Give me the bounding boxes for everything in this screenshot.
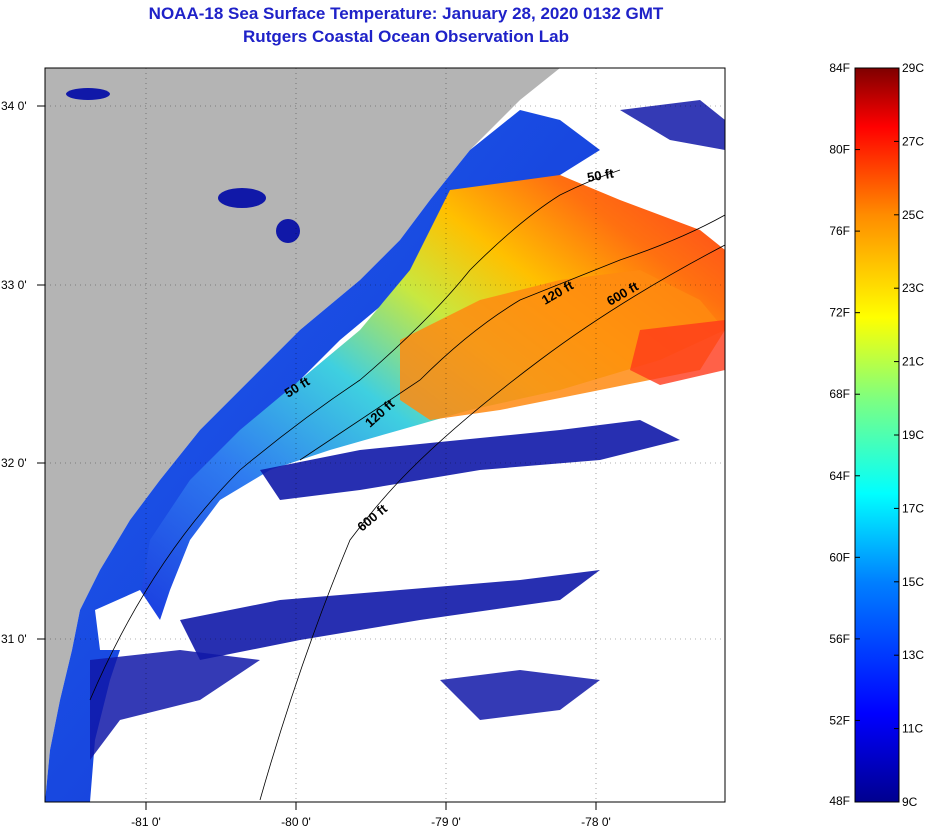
hot-streak xyxy=(630,320,725,385)
graticule xyxy=(45,68,725,802)
cloud-patch xyxy=(300,460,725,570)
colorbar-f-label: 64F xyxy=(829,469,850,483)
lon-tick-label: -78 0' xyxy=(581,815,611,829)
colorbar-f-label: 76F xyxy=(829,224,850,238)
lon-tick-label: -81 0' xyxy=(131,815,161,829)
cool-band xyxy=(620,100,725,150)
land-area xyxy=(45,68,560,802)
colorbar-f-label: 56F xyxy=(829,632,850,646)
inland-water xyxy=(276,219,300,243)
colorbar-c-label: 11C xyxy=(902,722,923,736)
lat-tick-label: 33 0' xyxy=(1,278,27,292)
colorbar-celsius-labels: 29C 27C 25C 23C 21C 19C 17C 15C 13C 11C 9C xyxy=(902,61,924,809)
colorbar-c-label: 15C xyxy=(902,575,924,589)
colorbar-c-label: 9C xyxy=(902,795,918,809)
colorbar xyxy=(854,67,900,803)
lat-tick-label: 31 0' xyxy=(1,632,27,646)
colorbar-c-label: 21C xyxy=(902,355,924,369)
inland-water xyxy=(218,188,266,208)
inland-water xyxy=(66,88,110,100)
colorbar-c-label: 23C xyxy=(902,281,924,295)
cool-band xyxy=(90,650,260,760)
colorbar-f-label: 60F xyxy=(829,550,850,564)
contour-120ft xyxy=(299,214,725,461)
contour-50ft xyxy=(89,169,621,701)
colorbar-c-label: 13C xyxy=(902,648,924,662)
cool-band xyxy=(180,570,600,660)
cool-band xyxy=(260,420,680,500)
contour-600ft xyxy=(259,244,725,801)
hot-core xyxy=(400,270,725,420)
map-frame xyxy=(44,67,726,803)
lat-tick-label: 32 0' xyxy=(1,456,27,470)
colorbar-ticks xyxy=(855,67,899,803)
colorbar-c-label: 19C xyxy=(902,428,924,442)
colorbar-f-label: 52F xyxy=(829,713,850,727)
lon-tick-label: -79 0' xyxy=(431,815,461,829)
cool-band xyxy=(440,670,600,720)
colorbar-c-label: 17C xyxy=(902,501,924,515)
cloud-patch xyxy=(95,590,160,650)
colorbar-c-label: 29C xyxy=(902,61,924,75)
colorbar-f-label: 72F xyxy=(829,306,850,320)
colorbar-c-label: 25C xyxy=(902,208,924,222)
colorbar-c-label: 27C xyxy=(902,134,924,148)
map-title: NOAA-18 Sea Surface Temperature: January… xyxy=(148,4,664,23)
colorbar-f-label: 48F xyxy=(829,794,850,808)
lon-tick-label: -80 0' xyxy=(281,815,311,829)
axis-ticks xyxy=(37,105,597,810)
map-subtitle: Rutgers Coastal Ocean Observation Lab xyxy=(243,27,569,46)
contour-label: 50 ft xyxy=(586,165,616,185)
lat-tick-label: 34 0' xyxy=(1,99,27,113)
colorbar-fahrenheit-labels: 84F 80F 76F 72F 68F 64F 60F 56F 52F 48F xyxy=(829,61,850,808)
colorbar-f-label: 80F xyxy=(829,143,850,157)
colorbar-f-label: 68F xyxy=(829,387,850,401)
colorbar-f-label: 84F xyxy=(829,61,850,75)
